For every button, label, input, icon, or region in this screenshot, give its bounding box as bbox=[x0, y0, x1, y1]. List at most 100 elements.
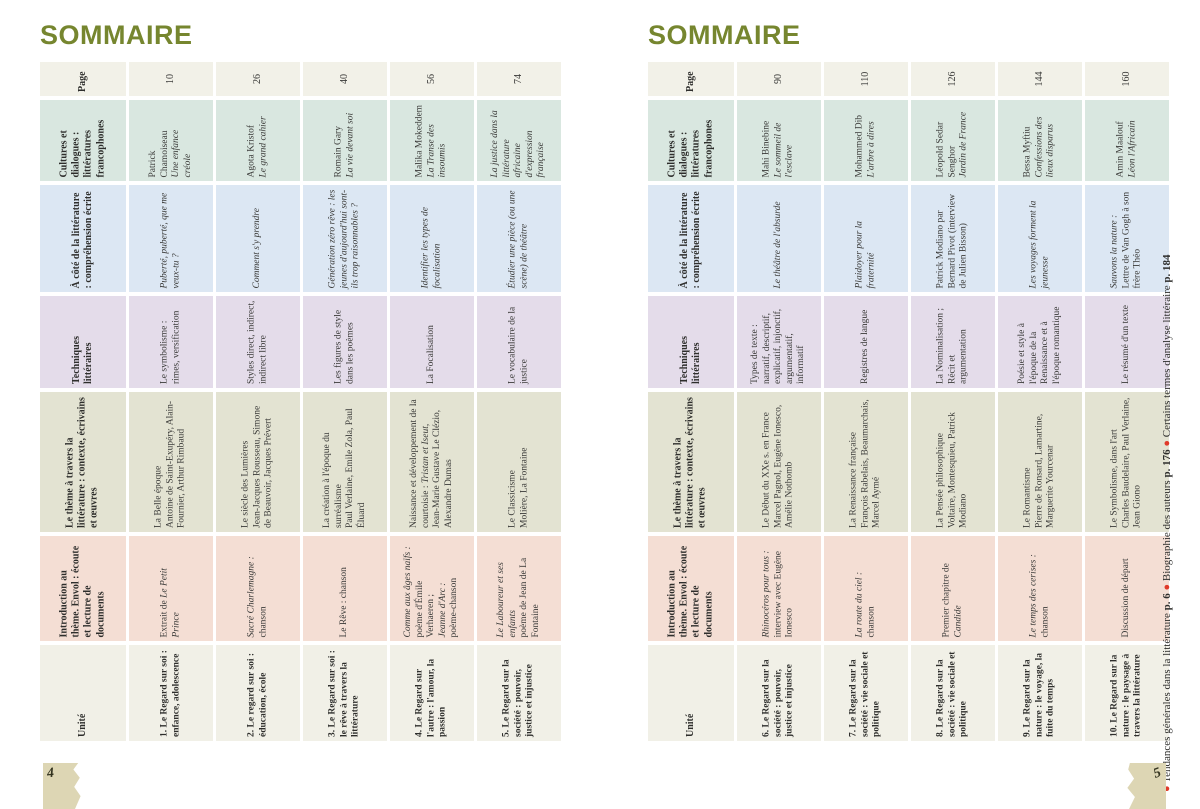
header-a-cote: À côté de la littérature : compréhension… bbox=[40, 185, 126, 292]
header-unite: Unité bbox=[648, 645, 734, 741]
unit-column-1: 10 Patrick Chamoiseau Une enfance créole… bbox=[129, 62, 213, 741]
header-column: Page Cultures et dialogues : littérature… bbox=[40, 62, 126, 741]
cell-techniques-unit-10: Le résumé d'un texte bbox=[1085, 296, 1169, 388]
unit-column-7: 110 Mohammed Dib L'arbre à dires Plaidoy… bbox=[824, 62, 908, 741]
header-page: Page bbox=[40, 62, 126, 96]
cell-page-unit-6: 90 bbox=[737, 62, 821, 96]
header-introduction: Introduction au thème. Envol : écoute et… bbox=[40, 536, 126, 641]
header-techniques: Techniques littéraires bbox=[40, 296, 126, 388]
cell-theme-unit-3: La création à l'époque du surréalisme Pa… bbox=[303, 392, 387, 532]
cell-page-unit-7: 110 bbox=[824, 62, 908, 96]
page-number: 5 bbox=[1151, 765, 1164, 782]
unit-column-3: 40 Romain Gary La vie devant soi Générat… bbox=[303, 62, 387, 741]
cell-unite-unit-5: 5. Le Regard sur la société : pouvoir, j… bbox=[477, 645, 561, 741]
unit-column-10: 160 Amin Maalouf Léon l'Africain Sauvons… bbox=[1085, 62, 1169, 741]
cell-a-cote-unit-9: Les voyages forment la jeunesse bbox=[998, 185, 1082, 292]
cell-unite-unit-10: 10. Le Regard sur la nature : le paysage… bbox=[1085, 645, 1169, 741]
cell-unite-unit-4: 4. Le Regard sur l'autre : l'amour, la p… bbox=[390, 645, 474, 741]
cell-page-unit-8: 126 bbox=[911, 62, 995, 96]
cell-unite-unit-3: 3. Le Regard sur soi : le rêve à travers… bbox=[303, 645, 387, 741]
header-introduction: Introduction au thème. Envol : écoute et… bbox=[648, 536, 734, 641]
cell-page-unit-4: 56 bbox=[390, 62, 474, 96]
cell-techniques-unit-6: Types de texte : narratif, descriptif, e… bbox=[737, 296, 821, 388]
cell-techniques-unit-4: La Focalisation bbox=[390, 296, 474, 388]
header-unite: Unité bbox=[40, 645, 126, 741]
page-tab: 5 bbox=[1127, 763, 1166, 809]
cell-introduction-unit-1: Extrait de Le Petit Prince bbox=[129, 536, 213, 641]
cell-a-cote-unit-7: Plaidoyer pour la fraternité bbox=[824, 185, 908, 292]
cell-cultures-unit-1: Patrick Chamoiseau Une enfance créole bbox=[129, 100, 213, 181]
cell-techniques-unit-5: Le vocabulaire de la justice bbox=[477, 296, 561, 388]
cell-introduction-unit-10: Discussion de départ bbox=[1085, 536, 1169, 641]
cell-cultures-unit-5: La justice dans la littérature africaine… bbox=[477, 100, 561, 181]
header-theme: Le thème à travers la littérature : cont… bbox=[40, 392, 126, 532]
cell-introduction-unit-2: Sacré Charlemagne : chanson bbox=[216, 536, 300, 641]
cell-introduction-unit-9: Le temps des cerises : chanson bbox=[998, 536, 1082, 641]
cell-cultures-unit-8: Léopold Sedar Senghor Jardin de France bbox=[911, 100, 995, 181]
cell-a-cote-unit-4: Identifier les types de focalisation bbox=[390, 185, 474, 292]
unit-column-5: 74 La justice dans la littérature africa… bbox=[477, 62, 561, 741]
cell-theme-unit-2: Le siècle des Lumières Jean-Jacques Rous… bbox=[216, 392, 300, 532]
cell-unite-unit-7: 7. Le Regard sur la société : vie social… bbox=[824, 645, 908, 741]
cell-theme-unit-10: Le Symbolisme, dans l'art Charles Baudel… bbox=[1085, 392, 1169, 532]
cell-unite-unit-9: 9. Le Regard sur la nature : le voyage, … bbox=[998, 645, 1082, 741]
cell-page-unit-3: 40 bbox=[303, 62, 387, 96]
cell-cultures-unit-7: Mohammed Dib L'arbre à dires bbox=[824, 100, 908, 181]
cell-techniques-unit-3: Les figures de style dans les poèmes bbox=[303, 296, 387, 388]
cell-theme-unit-8: La Pensée philosophique Voltaire, Montes… bbox=[911, 392, 995, 532]
cell-page-unit-9: 144 bbox=[998, 62, 1082, 96]
page-title: SOMMAIRE bbox=[648, 20, 801, 50]
cell-techniques-unit-7: Registres de langue bbox=[824, 296, 908, 388]
cell-a-cote-unit-1: Puberté, puberté, que me veux-tu ? bbox=[129, 185, 213, 292]
cell-cultures-unit-3: Romain Gary La vie devant soi bbox=[303, 100, 387, 181]
cell-page-unit-2: 26 bbox=[216, 62, 300, 96]
cell-page-unit-5: 74 bbox=[477, 62, 561, 96]
header-techniques: Techniques littéraires bbox=[648, 296, 734, 388]
header-theme: Le thème à travers la littérature : cont… bbox=[648, 392, 734, 532]
cell-theme-unit-6: Le Début du XXe s. en France Marcel Pagn… bbox=[737, 392, 821, 532]
cell-introduction-unit-4: Comme aux âges naïfs : poème d'Émile Ver… bbox=[390, 536, 474, 641]
cell-page-unit-10: 160 bbox=[1085, 62, 1169, 96]
cell-a-cote-unit-8: Patrick Modiano par Bernard Pivot (inter… bbox=[911, 185, 995, 292]
cell-cultures-unit-2: Agota Kristof Le grand cahier bbox=[216, 100, 300, 181]
unit-column-2: 26 Agota Kristof Le grand cahier Comment… bbox=[216, 62, 300, 741]
cell-introduction-unit-6: Rhinocéros pour tous : interview avec Eu… bbox=[737, 536, 821, 641]
cell-theme-unit-5: Le Classicisme Molière, La Fontaine bbox=[477, 392, 561, 532]
toc-table: Page Cultures et dialogues : littérature… bbox=[40, 62, 561, 741]
cell-theme-unit-1: La Belle époque Antoine de Saint-Exupéry… bbox=[129, 392, 213, 532]
cell-unite-unit-2: 2. Le regard sur soi : éducation, école bbox=[216, 645, 300, 741]
cell-cultures-unit-9: Bessa Myftiu Confessions des lieux dispa… bbox=[998, 100, 1082, 181]
cell-techniques-unit-9: Poésie et style à l'époque de la Renaiss… bbox=[998, 296, 1082, 388]
cell-page-unit-1: 10 bbox=[129, 62, 213, 96]
cell-unite-unit-6: 6. Le Regard sur la société : pouvoir, j… bbox=[737, 645, 821, 741]
index-footnote-text: ● Tendances générales dans la littératur… bbox=[1161, 254, 1173, 792]
cell-introduction-unit-5: Le Laboureur et ses enfants poème de Jea… bbox=[477, 536, 561, 641]
cell-cultures-unit-10: Amin Maalouf Léon l'Africain bbox=[1085, 100, 1169, 181]
header-page: Page bbox=[648, 62, 734, 96]
header-a-cote: À côté de la littérature : compréhension… bbox=[648, 185, 734, 292]
unit-column-4: 56 Malika Mokeddem La Transe des insoumi… bbox=[390, 62, 474, 741]
index-footnote: ● Tendances générales dans la littératur… bbox=[1154, 100, 1180, 792]
toc-table: Page Cultures et dialogues : littérature… bbox=[648, 62, 1169, 741]
page-number: 4 bbox=[46, 765, 55, 782]
cell-cultures-unit-4: Malika Mokeddem La Transe des insoumis bbox=[390, 100, 474, 181]
unit-column-8: 126 Léopold Sedar Senghor Jardin de Fran… bbox=[911, 62, 995, 741]
header-cultures: Cultures et dialogues : littératures fra… bbox=[648, 100, 734, 181]
cell-techniques-unit-1: Le symbolisme : rimes, versification bbox=[129, 296, 213, 388]
cell-a-cote-unit-5: Étudier une pièce (ou une scène) de théâ… bbox=[477, 185, 561, 292]
cell-cultures-unit-6: Mahi Binebine Le sommeil de l'esclave bbox=[737, 100, 821, 181]
unit-column-9: 144 Bessa Myftiu Confessions des lieux d… bbox=[998, 62, 1082, 741]
cell-techniques-unit-2: Styles direct, indirect, indirect libre bbox=[216, 296, 300, 388]
cell-a-cote-unit-10: Sauvons la nature : Lettre de Van Gogh à… bbox=[1085, 185, 1169, 292]
page-tab: 4 bbox=[43, 763, 81, 809]
page-title: SOMMAIRE bbox=[40, 20, 193, 50]
cell-a-cote-unit-2: Comment s'y prendre bbox=[216, 185, 300, 292]
cell-theme-unit-7: La Renaissance française François Rabela… bbox=[824, 392, 908, 532]
unit-column-6: 90 Mahi Binebine Le sommeil de l'esclave… bbox=[737, 62, 821, 741]
cell-a-cote-unit-6: Le théâtre de l'absurde bbox=[737, 185, 821, 292]
cell-unite-unit-1: 1. Le Regard sur soi : enfance, adolesce… bbox=[129, 645, 213, 741]
header-cultures: Cultures et dialogues : littératures fra… bbox=[40, 100, 126, 181]
cell-theme-unit-9: Le Romantisme Pierre de Ronsard, Lamarti… bbox=[998, 392, 1082, 532]
cell-a-cote-unit-3: Génération zéro rêve : les jeunes d'aujo… bbox=[303, 185, 387, 292]
header-column: Page Cultures et dialogues : littérature… bbox=[648, 62, 734, 741]
